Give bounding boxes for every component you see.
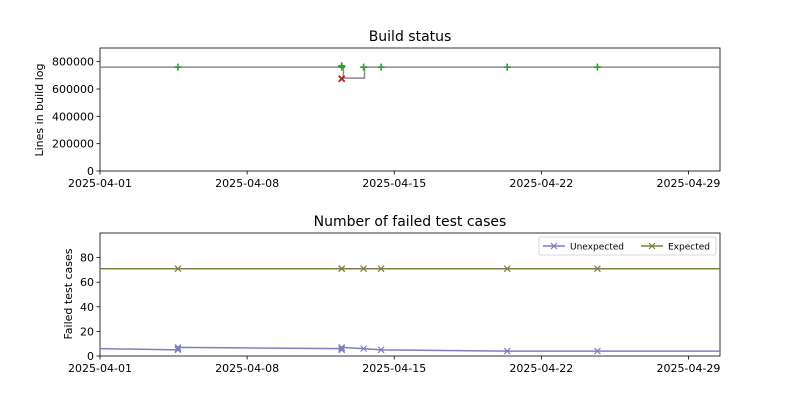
point-unexpected [377, 346, 385, 354]
axes-frame [99, 47, 721, 172]
marker-stroke [338, 75, 346, 83]
legend-label: Unexpected [570, 243, 624, 253]
marker-stroke [648, 242, 656, 250]
point-expected [593, 265, 601, 273]
point-unexpected [593, 347, 601, 355]
x-tick-label: 2025-04-29 [657, 362, 721, 375]
x-tick-label: 2025-04-15 [362, 177, 426, 190]
marker-stroke [377, 265, 385, 273]
pass-marker [503, 63, 511, 71]
point-unexpected [338, 345, 346, 353]
chart-failed-tests: Number of failed test cases Failed test … [62, 214, 720, 375]
y-tick-label: 40 [80, 301, 94, 314]
legend-label: Expected [668, 243, 710, 253]
point-unexpected [338, 346, 346, 354]
axes-frame [99, 232, 721, 357]
marker-stroke [338, 343, 346, 351]
plot-area: 2025-04-01 2025-04-08 2025-04-15 2025-04-22… [52, 47, 721, 190]
x-tick-label: 2025-04-29 [657, 177, 721, 190]
point-expected [360, 265, 368, 273]
marker-stroke [174, 346, 182, 354]
x-tick-label: 2025-04-08 [215, 362, 279, 375]
legend: Unexpected Expected [538, 236, 717, 256]
marker-stroke [550, 242, 558, 250]
marker-stroke [338, 265, 346, 273]
marker-stroke [377, 346, 385, 354]
marker-stroke [174, 343, 182, 351]
y-tick-label: 800000 [52, 56, 94, 69]
legend-swatch-marker [648, 242, 656, 250]
pass-marker [174, 63, 182, 71]
marker-stroke [593, 347, 601, 355]
x-tick-label: 2025-04-15 [362, 362, 426, 375]
y-tick-label: 200000 [52, 138, 94, 151]
point-expected [377, 265, 385, 273]
y-tick-label: 20 [80, 325, 94, 338]
x-tick-label: 2025-04-22 [509, 362, 573, 375]
series-line-unexpected [99, 346, 720, 352]
x-tick-label: 2025-04-22 [509, 177, 573, 190]
marker-stroke [503, 265, 511, 273]
point-unexpected [174, 343, 182, 351]
legend-frame [538, 236, 717, 256]
pass-marker [338, 62, 346, 70]
marker-stroke [360, 345, 368, 353]
marker-stroke [338, 345, 346, 353]
marker-stroke [503, 347, 511, 355]
point-unexpected [338, 343, 346, 351]
fail-marker [338, 75, 346, 83]
marker-stroke [360, 265, 368, 273]
y-axis-label: Failed test cases [62, 248, 75, 339]
point-unexpected [360, 345, 368, 353]
chart-title: Number of failed test cases [314, 214, 507, 230]
point-expected [338, 265, 346, 273]
x-tick-label: 2025-04-08 [215, 177, 279, 190]
legend-swatch-marker [550, 242, 558, 250]
marker-stroke [174, 345, 182, 353]
x-tick-label: 2025-04-01 [68, 177, 132, 190]
y-tick-label: 0 [87, 350, 94, 363]
x-tick-label: 2025-04-01 [68, 362, 132, 375]
chart-build-status: Build status Lines in build log 2025-04-… [33, 29, 720, 190]
marker-stroke [174, 265, 182, 273]
marker-stroke [338, 346, 346, 354]
point-unexpected [174, 346, 182, 354]
marker-stroke [593, 265, 601, 273]
pass-marker [377, 63, 385, 71]
y-tick-label: 400000 [52, 110, 94, 123]
chart-title: Build status [369, 29, 452, 45]
y-axis-label: Lines in build log [33, 64, 46, 157]
point-unexpected [174, 345, 182, 353]
pass-marker [593, 63, 601, 71]
point-unexpected [503, 347, 511, 355]
y-tick-label: 60 [80, 276, 94, 289]
pass-marker [360, 63, 368, 71]
y-tick-label: 0 [87, 165, 94, 178]
point-expected [174, 265, 182, 273]
plot-area: 2025-04-01 2025-04-08 2025-04-15 2025-04-22… [68, 232, 721, 375]
point-expected [503, 265, 511, 273]
y-tick-label: 80 [80, 252, 94, 265]
y-tick-label: 600000 [52, 83, 94, 96]
series-line-build-log [100, 66, 720, 79]
